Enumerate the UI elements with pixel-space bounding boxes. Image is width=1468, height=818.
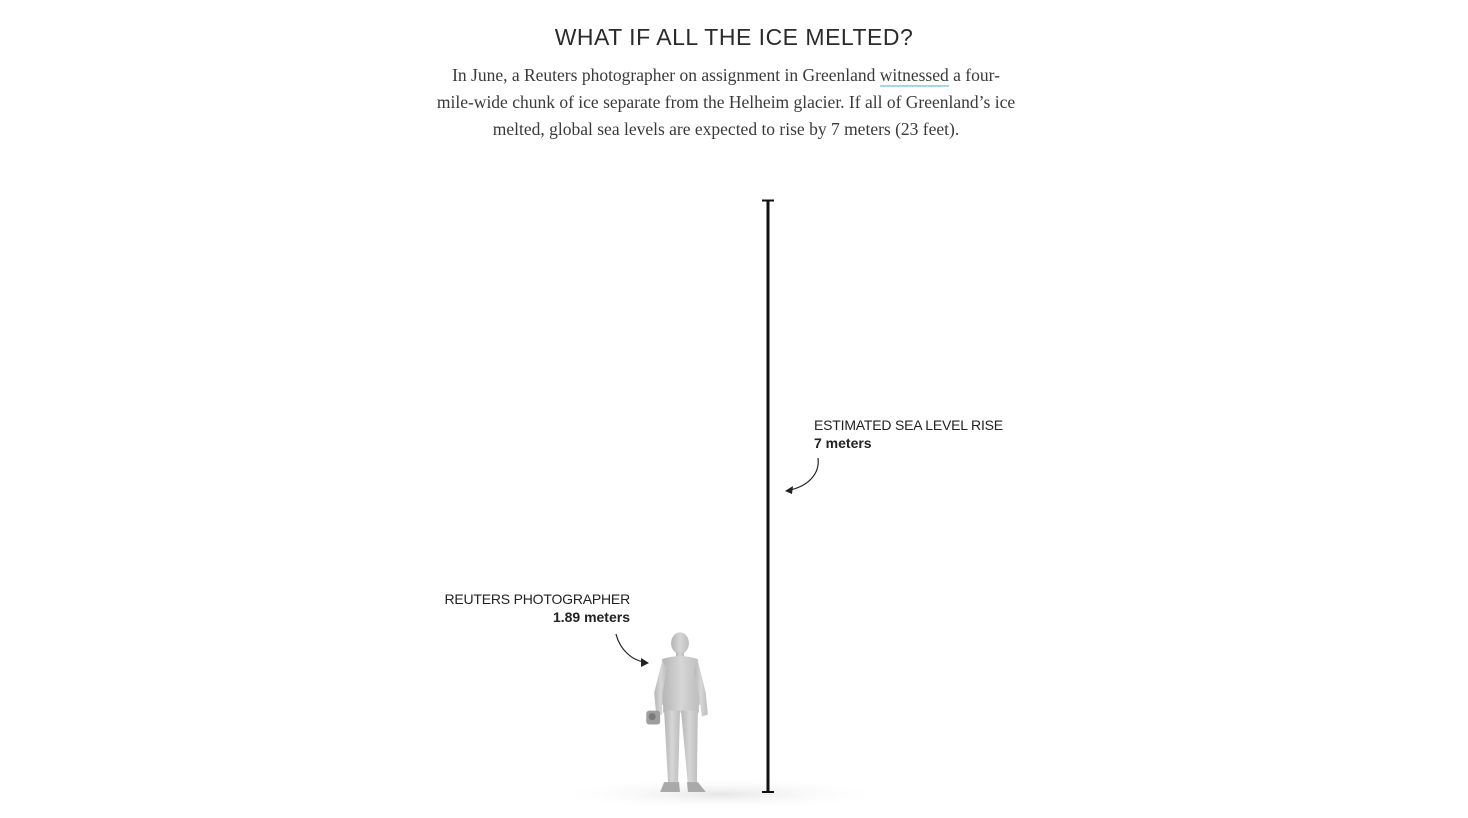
intro-text-end: a four-mile-wide chunk of ice separate f… [436,65,1016,139]
intro-text: In June, a Reuters photographer on assig… [434,62,1018,143]
photographer-label-value: 1.89 meters [552,609,630,625]
page-title: WHAT IF ALL THE ICE MELTED? [554,24,914,50]
sea-level-label-name: ESTIMATED SEA LEVEL RISE [814,417,1003,433]
sea-level-pointer-arrow [785,457,819,494]
witnessed-link[interactable]: witnessed [879,65,949,87]
photographer-label-name: REUTERS PHOTOGRAPHER [444,591,630,607]
sea-level-bar [762,199,774,793]
photographer-label: REUTERS PHOTOGRAPHER 1.89 meters [420,590,630,626]
person-pointer-arrow [615,633,649,667]
intro-text-start: In June, a Reuters photographer on assig… [452,65,880,85]
ground-shadow [550,778,890,810]
sea-level-label: ESTIMATED SEA LEVEL RISE 7 meters [814,416,1003,452]
sea-level-label-value: 7 meters [814,435,872,451]
photographer-figure [646,632,708,792]
